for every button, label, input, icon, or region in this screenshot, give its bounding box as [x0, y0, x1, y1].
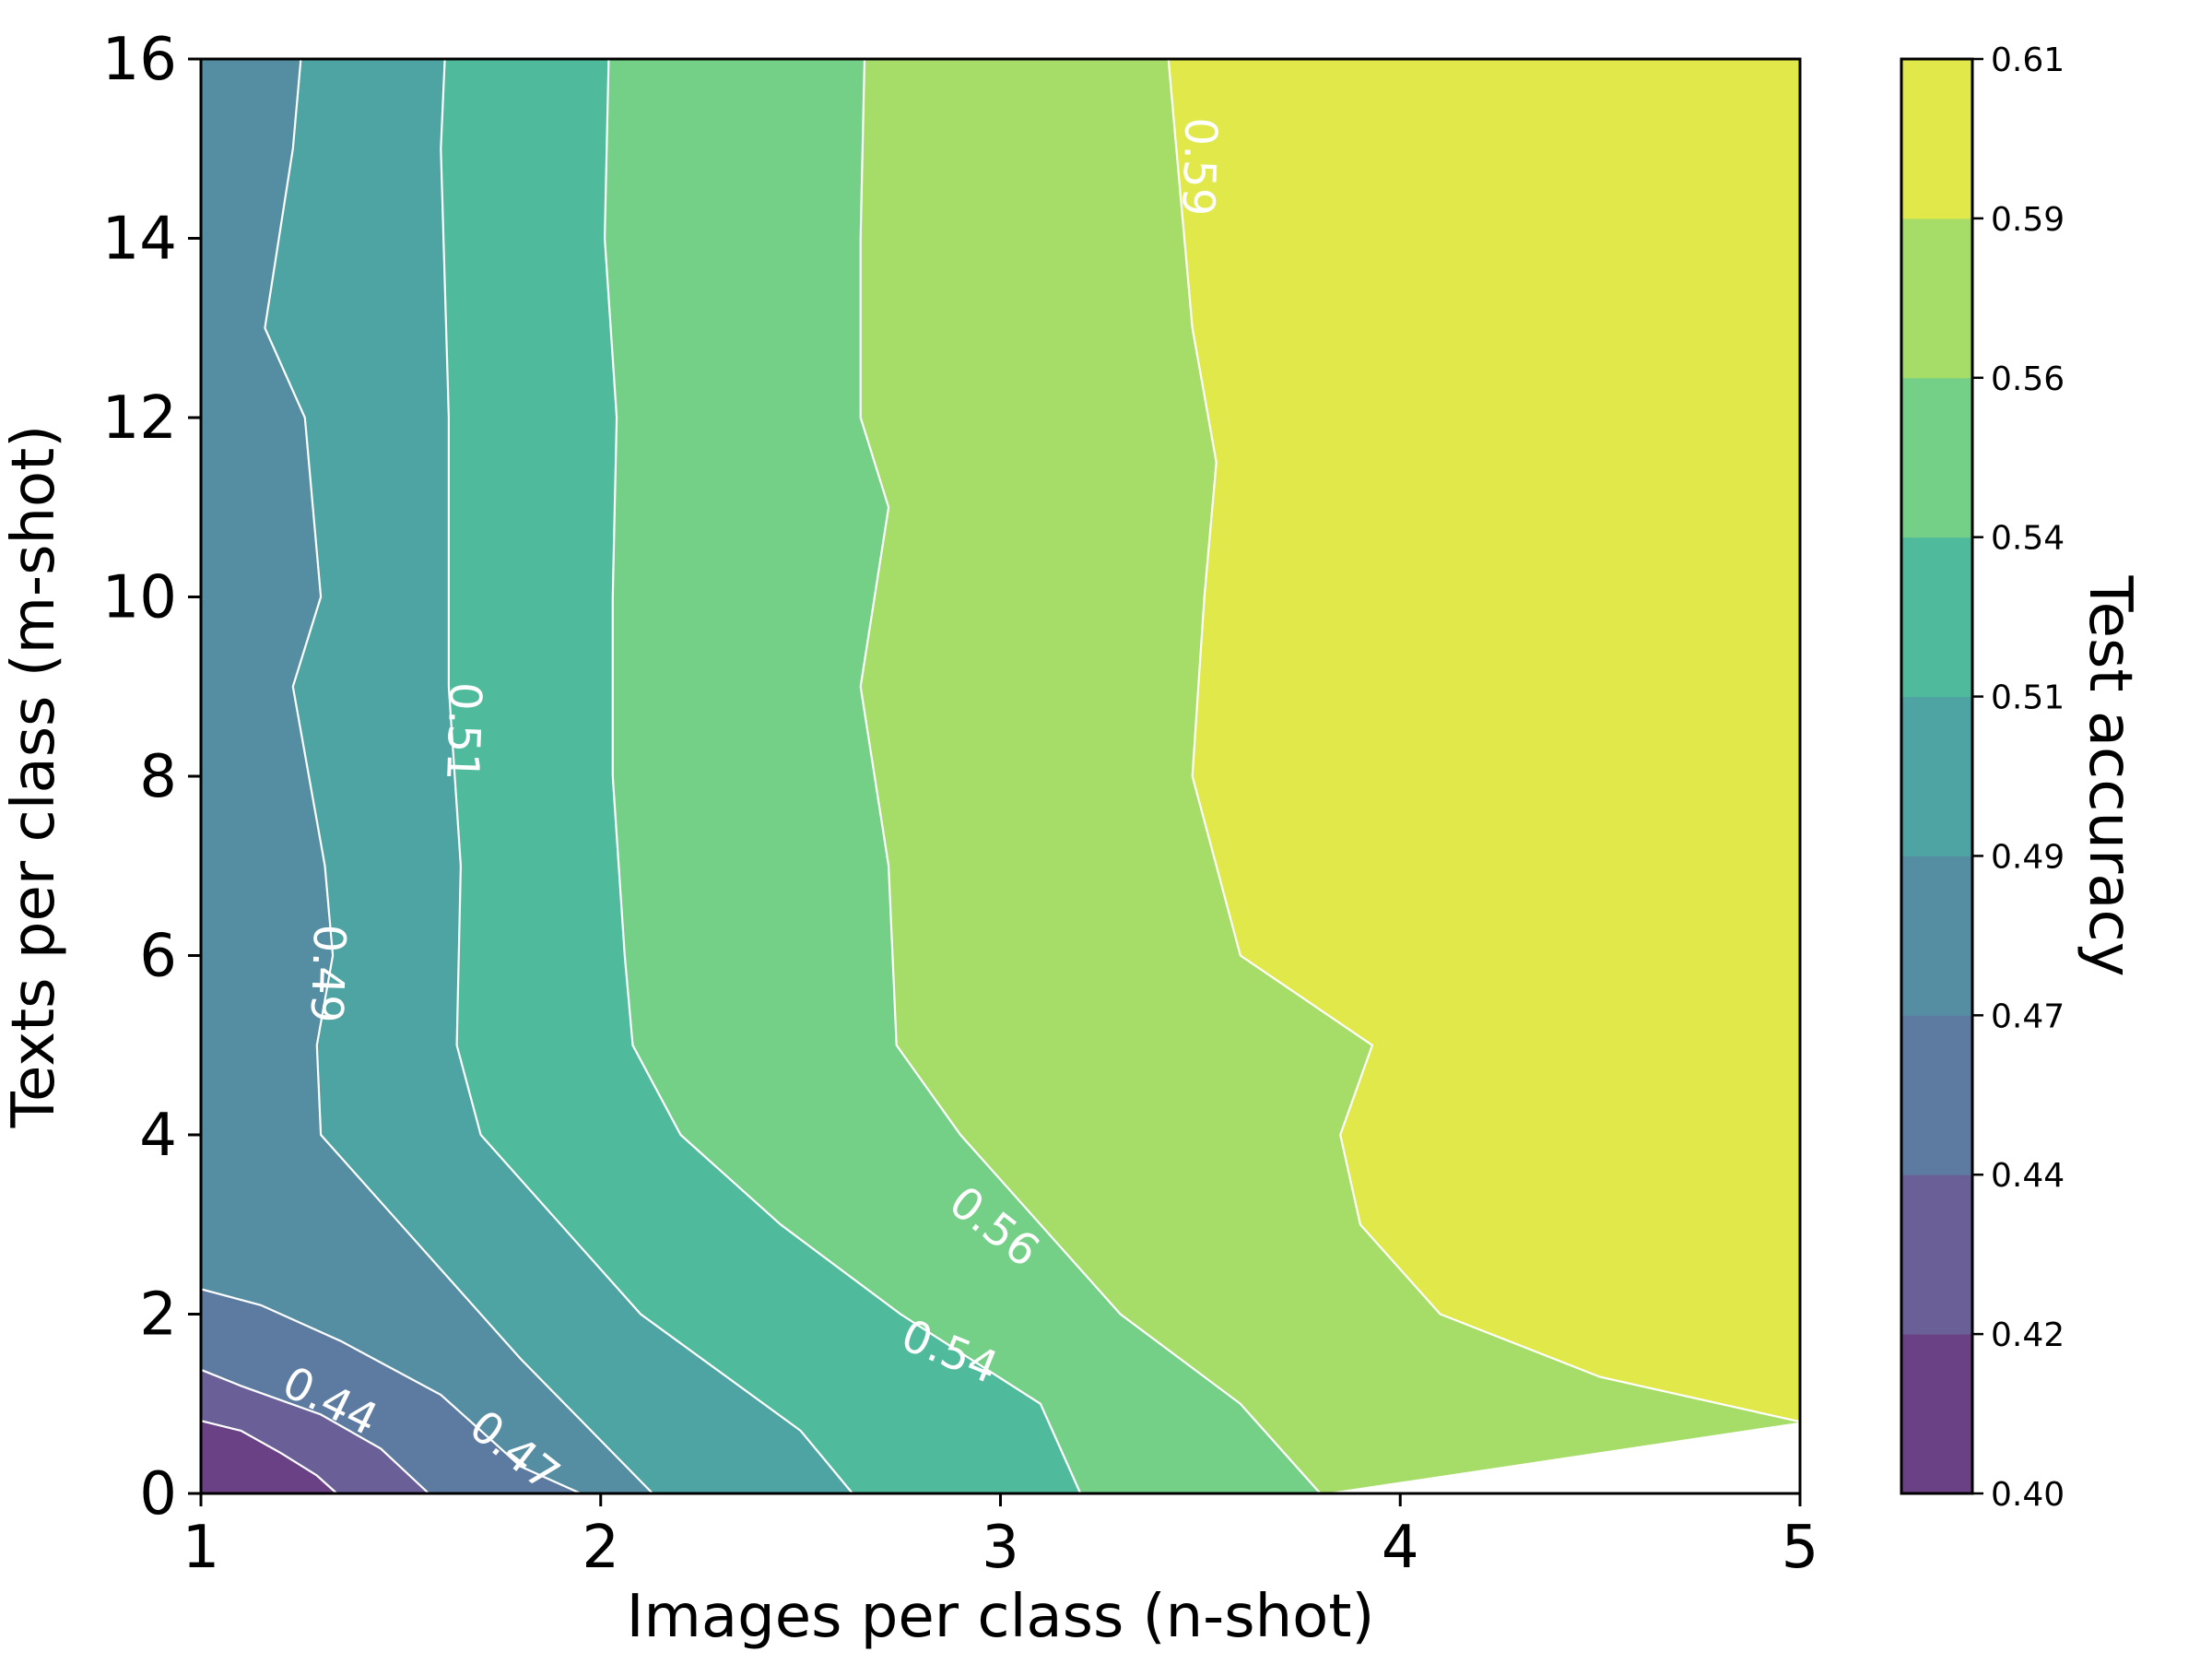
colorbar-band-1 [1901, 1174, 1972, 1335]
colorbar-tick-label: 0.44 [1991, 1157, 2065, 1195]
y-tick-label: 0 [139, 1460, 177, 1528]
colorbar-tick-label: 0.42 [1991, 1316, 2065, 1354]
contour-line-0.51 [440, 58, 853, 1494]
y-tick-label: 10 [102, 564, 177, 632]
contour-line-0.44 [200, 1368, 429, 1494]
y-tick-label: 14 [102, 206, 177, 274]
y-axis: 0 2 4 6 8 10 12 14 16 [102, 26, 201, 1528]
colorbar-tick-label: 0.59 [1991, 201, 2065, 239]
y-tick-label: 2 [139, 1281, 177, 1350]
colorbar-tick-label: 0.49 [1991, 838, 2065, 876]
colorbar-tick-label: 0.47 [1991, 997, 2065, 1035]
contour-label-0.49: 0.49 [300, 924, 356, 1024]
colorbar-band-4 [1901, 696, 1972, 856]
colorbar-band-0 [1901, 1334, 1972, 1494]
y-tick-label: 16 [102, 26, 177, 94]
colorbar-frame [1900, 57, 1974, 1495]
contour-line-0.42 [200, 1420, 338, 1494]
contour-line-0.49 [264, 58, 653, 1494]
contour-line-layer [200, 58, 1801, 1495]
y-axis-title: Texts per class (m-shot) [0, 425, 68, 1129]
x-tick-label: 4 [1382, 1514, 1419, 1582]
contour-line-0.54 [603, 58, 1082, 1494]
colorbar-tick-label: 0.61 [1991, 41, 2065, 79]
x-tick-label: 5 [1782, 1514, 1819, 1582]
y-tick-label: 6 [139, 923, 177, 991]
contour-line-0.47 [200, 1288, 582, 1495]
colorbar-tick-label: 0.54 [1991, 520, 2065, 558]
colorbar-tick-label: 0.56 [1991, 360, 2065, 398]
colorbar-band-3 [1901, 856, 1972, 1016]
colorbar-tick-label: 0.40 [1991, 1476, 2065, 1514]
contour-label-0.59: 0.59 [1171, 116, 1227, 217]
x-tick-label: 1 [182, 1514, 220, 1582]
colorbar-band-6 [1901, 377, 1972, 538]
colorbar-band-5 [1901, 537, 1972, 698]
contour-label-0.51: 0.51 [436, 681, 491, 782]
y-tick-label: 8 [139, 743, 177, 811]
contour-fill-layer [200, 58, 1801, 1494]
y-tick-label: 4 [139, 1102, 177, 1170]
colorbar-band-8 [1901, 59, 1972, 219]
x-tick-label: 2 [582, 1514, 619, 1582]
contour-line-0.59 [1167, 58, 1801, 1423]
colorbar-band-2 [1901, 1015, 1972, 1175]
colorbar: 0.40 0.42 0.44 0.47 0.49 0.51 0.54 0.56 0.59 0.61 [1900, 41, 2065, 1514]
y-tick-label: 12 [102, 384, 177, 453]
colorbar-tick-label: 0.51 [1991, 679, 2065, 717]
x-tick-label: 3 [982, 1514, 1019, 1582]
colorbar-band-7 [1901, 218, 1972, 379]
colorbar-title: Test accuracy [2076, 574, 2144, 976]
x-axis: 1 2 3 4 5 [182, 1493, 1819, 1582]
contour-line-0.56 [859, 58, 1322, 1494]
x-axis-title: Images per class (n-shot) [627, 1583, 1375, 1651]
